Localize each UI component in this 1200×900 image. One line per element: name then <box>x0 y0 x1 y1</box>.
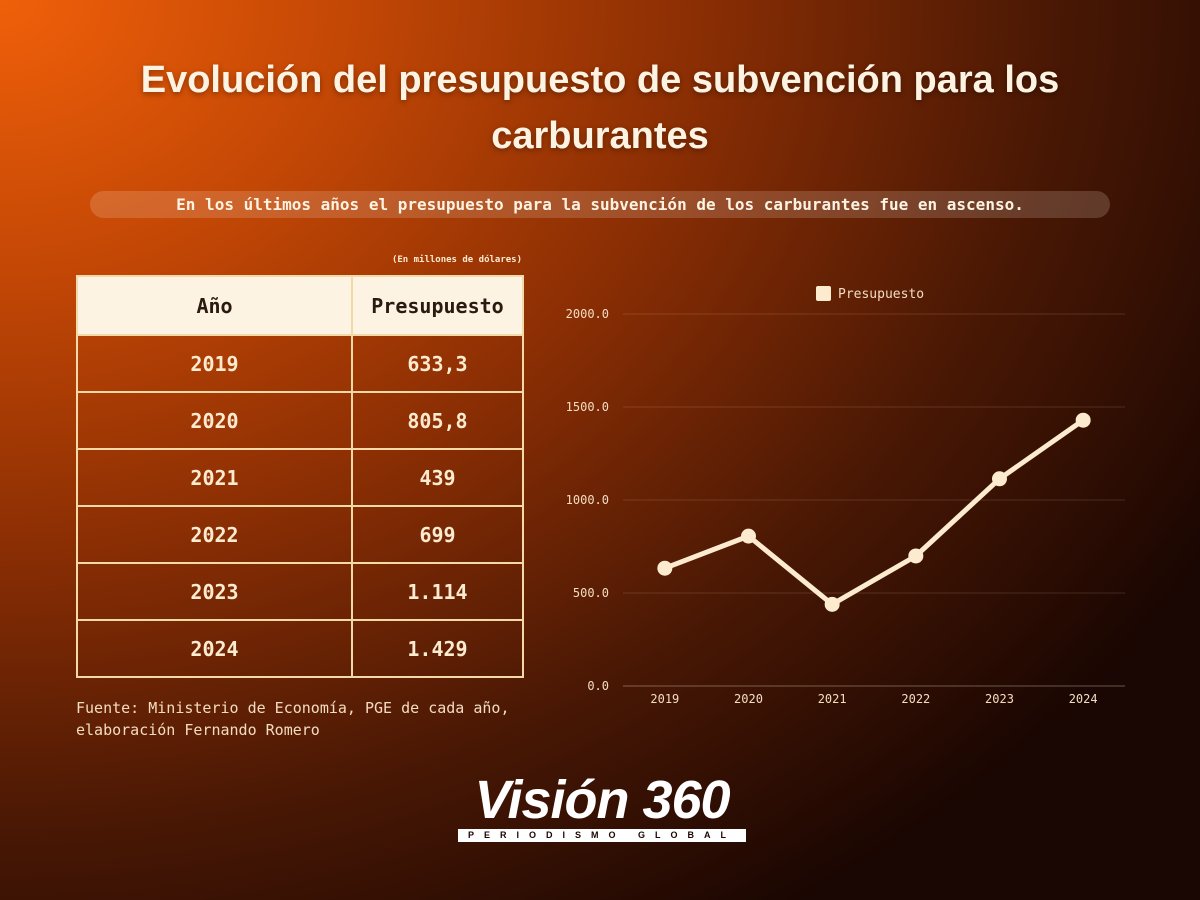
data-point <box>657 560 673 576</box>
x-tick-label: 2024 <box>1069 692 1098 706</box>
header-budget: Presupuesto <box>351 275 524 336</box>
subtitle-banner: En los últimos años el presupuesto para … <box>90 191 1110 218</box>
table-row: 2023 1.114 <box>76 562 524 621</box>
cell-budget: 633,3 <box>351 334 524 393</box>
cell-budget: 1.114 <box>351 562 524 621</box>
y-tick-label: 0.0 <box>587 679 609 693</box>
table-row: 2020 805,8 <box>76 391 524 450</box>
table-header-row: Año Presupuesto <box>76 275 524 336</box>
y-tick-label: 2000.0 <box>566 307 609 321</box>
vision360-logo: Visión 360 PERIODISMO GLOBAL <box>458 770 746 850</box>
data-point <box>824 596 840 612</box>
cell-year: 2024 <box>76 619 353 678</box>
legend-label: Presupuesto <box>838 287 924 302</box>
logo-tagline: PERIODISMO GLOBAL <box>458 829 746 842</box>
cell-budget: 1.429 <box>351 619 524 678</box>
data-point <box>992 471 1007 487</box>
budget-table: Año Presupuesto 2019 633,3 2020 805,8 20… <box>76 275 524 678</box>
logo-wordmark: Visión 360 <box>474 770 730 830</box>
table-row: 2024 1.429 <box>76 619 524 678</box>
data-point <box>908 548 924 564</box>
cell-year: 2023 <box>76 562 353 621</box>
x-tick-label: 2023 <box>985 692 1014 706</box>
cell-budget: 439 <box>351 448 524 507</box>
units-note: (En millones de dólares) <box>391 255 522 265</box>
x-tick-label: 2019 <box>650 692 679 706</box>
cell-year: 2020 <box>76 391 353 450</box>
table-row: 2019 633,3 <box>76 334 524 393</box>
data-point <box>741 528 756 544</box>
cell-budget: 805,8 <box>351 391 524 450</box>
cell-year: 2021 <box>76 448 353 507</box>
header-year: Año <box>76 275 353 336</box>
table-row: 2021 439 <box>76 448 524 507</box>
data-point <box>1075 412 1091 428</box>
cell-budget: 699 <box>351 505 524 564</box>
legend-swatch <box>816 286 831 301</box>
series-line-presupuesto <box>662 417 1086 607</box>
x-tick-label: 2020 <box>734 692 763 706</box>
y-tick-label: 500.0 <box>573 586 609 600</box>
source-note: Fuente: Ministerio de Economía, PGE de c… <box>76 699 510 739</box>
table-row: 2022 699 <box>76 505 524 564</box>
cell-year: 2022 <box>76 505 353 564</box>
page-title: Evolución del presupuesto de subvención … <box>140 59 1060 157</box>
x-tick-label: 2021 <box>818 692 847 706</box>
y-tick-label: 1500.0 <box>566 400 609 414</box>
cell-year: 2019 <box>76 334 353 393</box>
budget-line-chart: 0.0 500.0 1000.0 1500.0 2000.0 2019 2020 2021 20… <box>566 286 1125 706</box>
x-tick-label: 2022 <box>901 692 930 706</box>
y-tick-label: 1000.0 <box>566 493 609 507</box>
